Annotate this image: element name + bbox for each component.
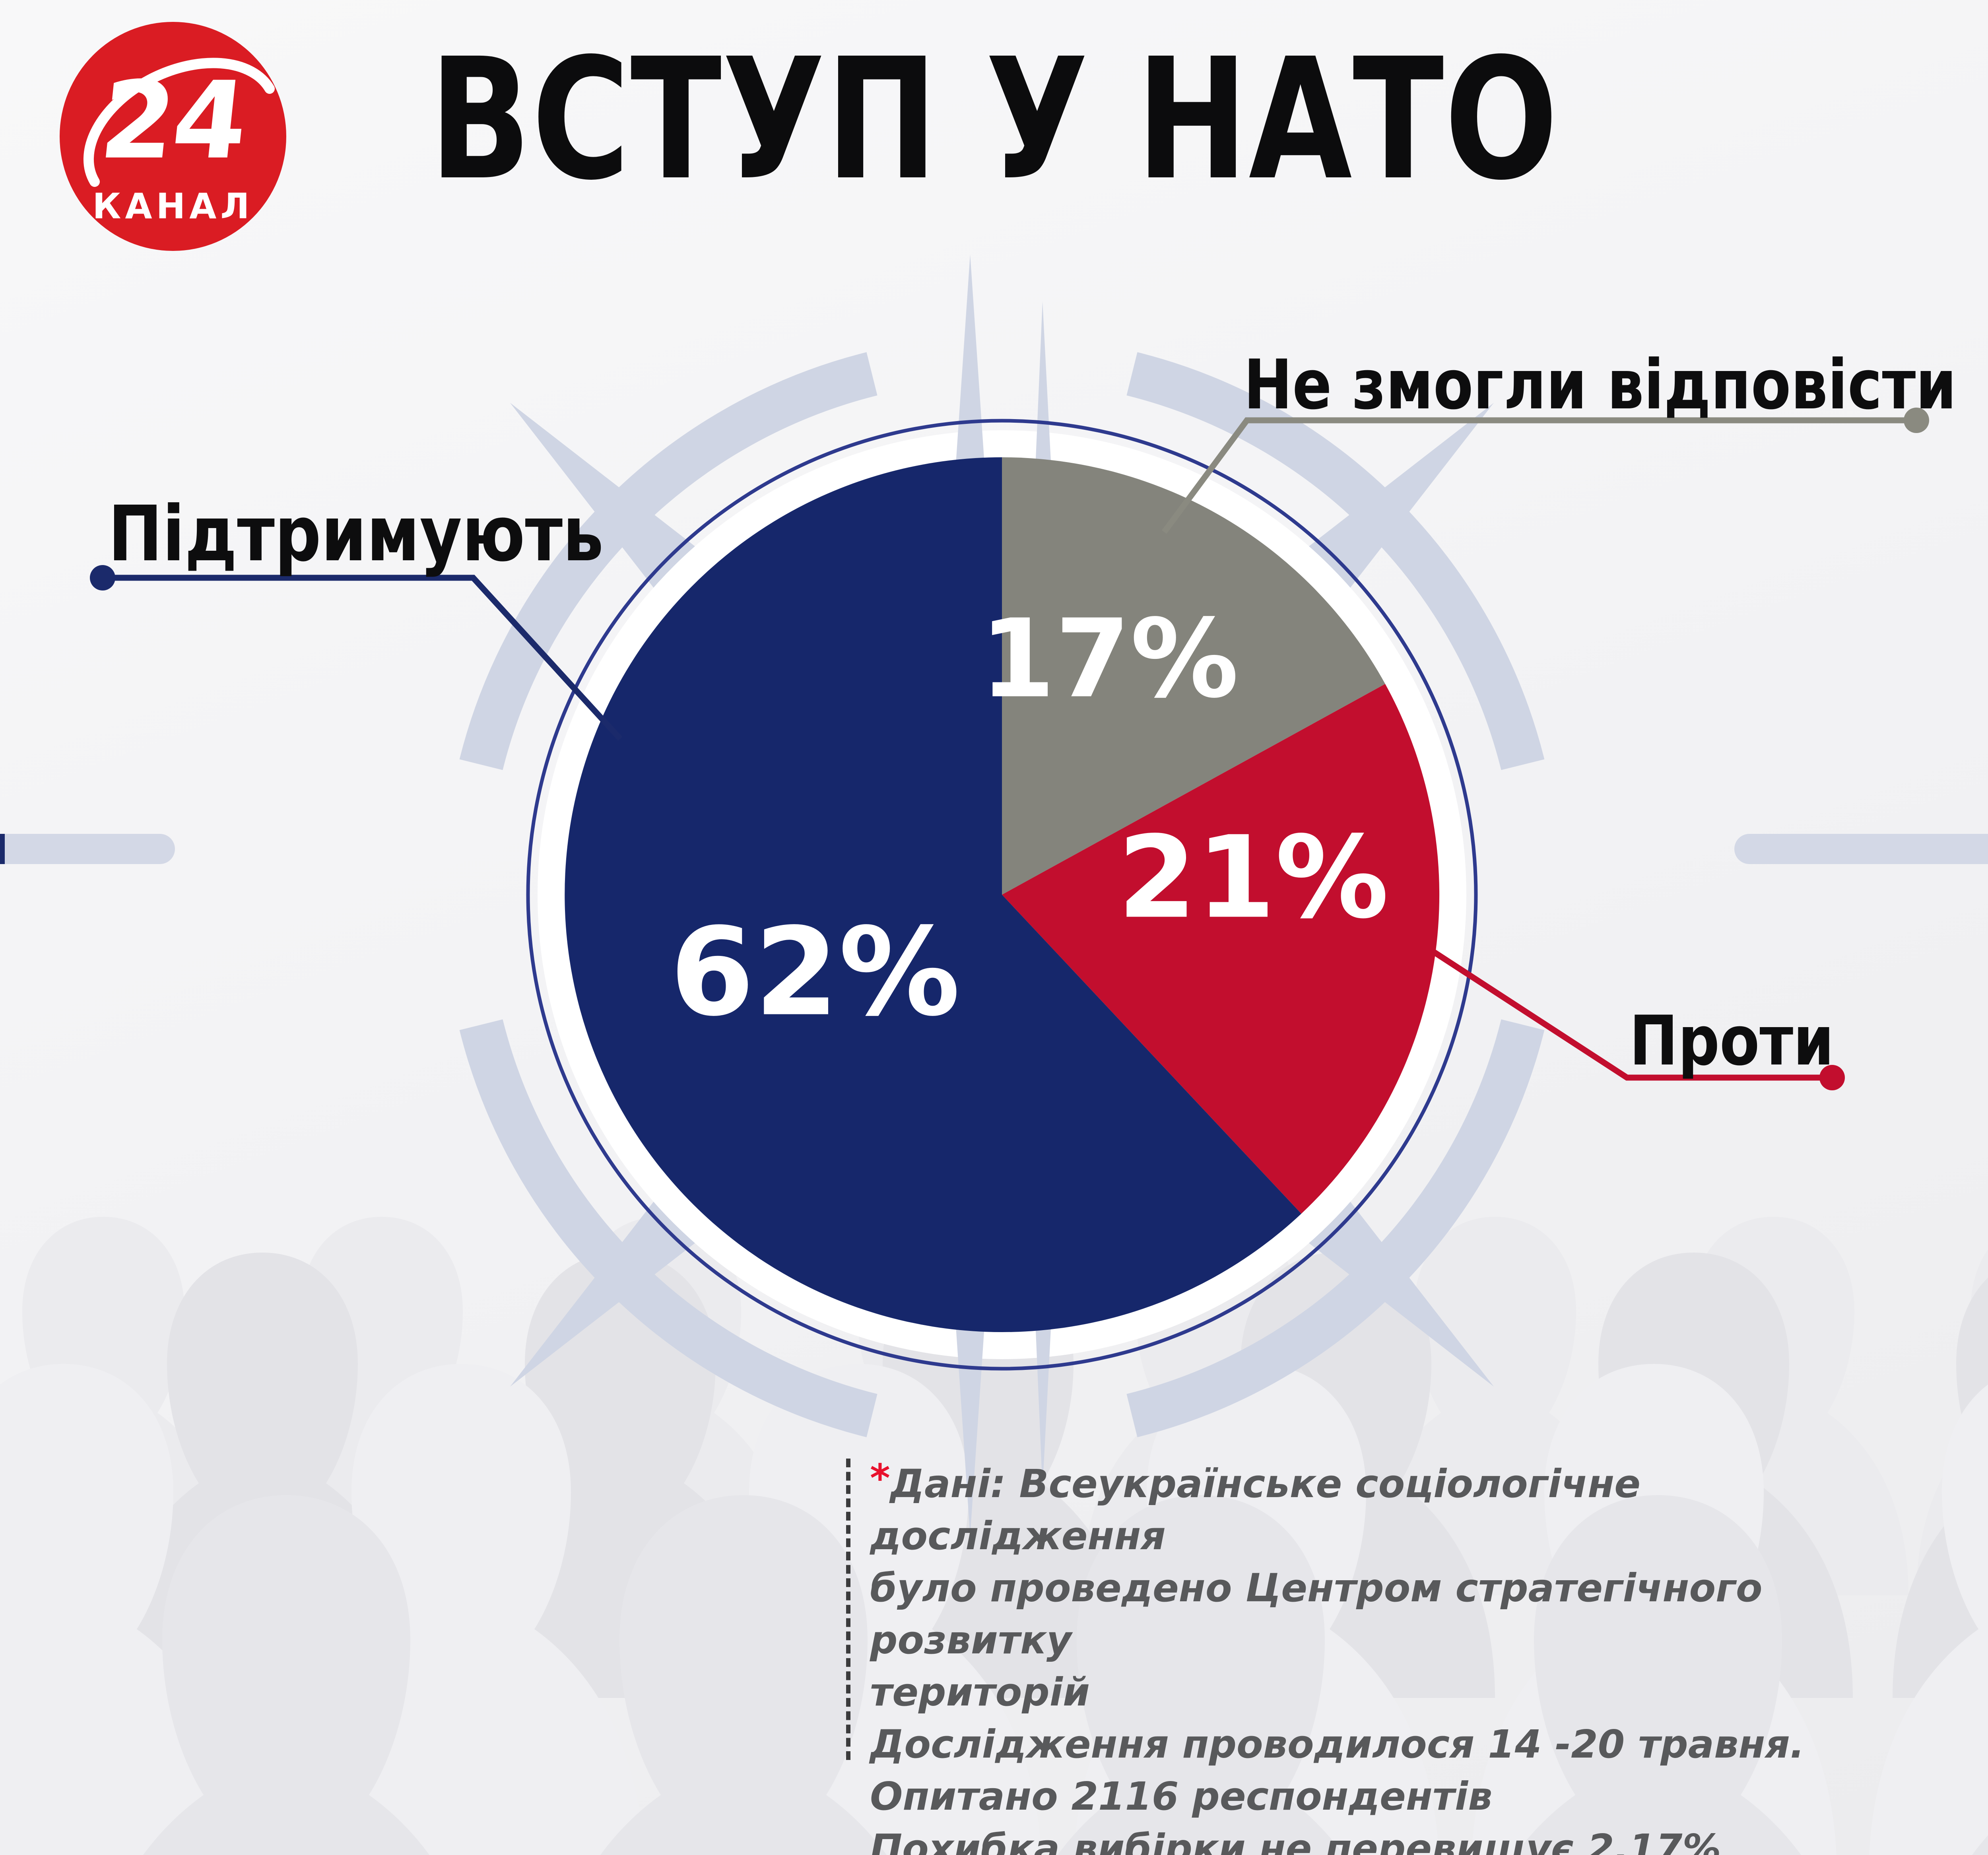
logo-channel-word: КАНАЛ [92,186,254,227]
page-title: ВСТУП У НАТО [429,23,1559,217]
percent-undecided: 17% [980,596,1239,722]
crosshair-bar-right [1734,834,1988,864]
compass-crosshair-bars [0,834,1988,864]
label-against: Проти [1629,1001,1834,1081]
logo-badge [60,22,286,251]
pie-slice-against [1002,684,1440,1214]
footnote-line: *Дані: Всеукраїнське соціологічне дослід… [870,1452,1912,1562]
compass-diagonal-points [510,403,1494,1387]
label-undecided: Не змогли відповісти [1244,345,1957,425]
compass-point-sw [510,1173,723,1387]
percent-support: 62% [670,901,961,1043]
channel-24-logo: 24 КАНАЛ [60,22,286,251]
compass-point-ne [1281,403,1494,616]
percent-against: 21% [1117,812,1389,944]
logo-number: 24 [95,59,251,183]
logo-swoosh-icon [83,58,275,187]
pie-outline-ring [526,419,1478,1371]
crosshair-bar-left-cap [0,834,5,864]
footnote-line: було проведено Центром стратегічного роз… [870,1566,1763,1663]
footnote-dashed-rule [846,1459,850,1760]
footnote-line: територій [870,1670,1090,1715]
pie-slice-undecided [1002,457,1385,895]
logo-circle [60,22,286,251]
label-support: Підтримують [108,490,604,579]
callout-line-against [1396,926,1832,1081]
compass-point-se [1281,1173,1494,1387]
crosshair-bar-left [0,834,175,864]
compass-point-nw [510,403,723,616]
footnote-line-text: Дані: Всеукраїнське соціологічне дослідж… [870,1461,1641,1558]
pie-slice-support [565,457,1301,1332]
footnote-line: Похибка вибірки не перевищує 2,17% [870,1826,1721,1855]
footnote-line: Дослідження проводилося 14 -20 травня. [870,1722,1805,1767]
callout-line-support [103,575,623,741]
footnote-line: Опитано 2116 респондентів [870,1774,1493,1819]
callout-line-undecided [1161,417,1916,534]
footnote: *Дані: Всеукраїнське соціологічне дослід… [870,1452,1912,1855]
footnote-asterisk: * [870,1456,890,1501]
